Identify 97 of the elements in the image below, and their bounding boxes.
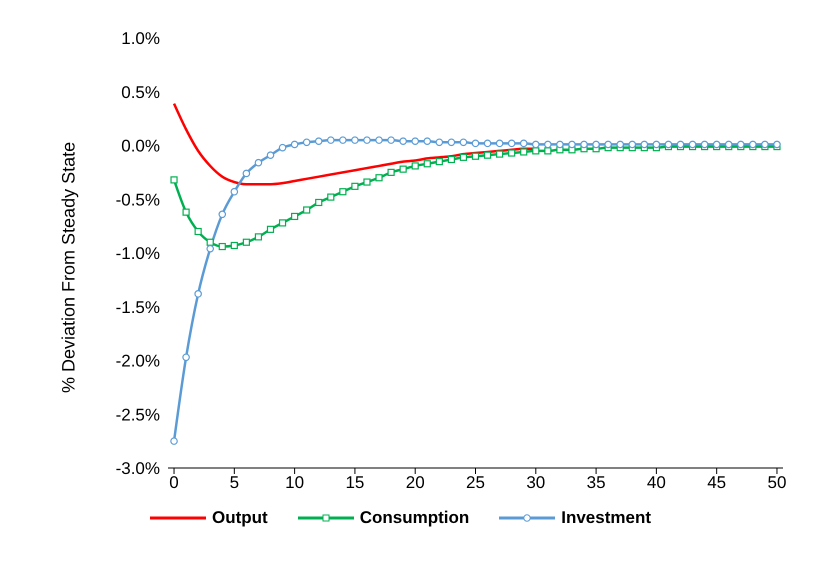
- y-tick-label: -2.0%: [116, 352, 160, 371]
- point: [206, 244, 214, 252]
- point: [411, 137, 420, 145]
- point: [448, 156, 455, 164]
- x-tick-label: 50: [768, 473, 786, 492]
- point: [314, 137, 323, 145]
- point: [339, 188, 346, 196]
- point: [302, 138, 310, 146]
- x-tick-label: 10: [285, 473, 304, 492]
- point: [592, 140, 600, 148]
- point: [436, 138, 444, 146]
- point: [363, 178, 371, 186]
- x-tick-label: 40: [646, 473, 666, 492]
- y-tick-label: -1.0%: [116, 244, 160, 264]
- point: [278, 219, 286, 226]
- point: [315, 198, 322, 206]
- point: [628, 140, 636, 148]
- point: [351, 136, 359, 144]
- x-tick-label: 5: [230, 473, 240, 492]
- point: [520, 140, 528, 148]
- point: [194, 228, 202, 236]
- point: [520, 148, 528, 156]
- point: [412, 162, 419, 170]
- point: [254, 158, 262, 166]
- point: [532, 147, 540, 154]
- y-tick-label: 0.5%: [121, 82, 160, 102]
- legend-label: Output: [212, 508, 268, 528]
- point: [194, 290, 202, 298]
- point: [218, 210, 226, 218]
- point: [604, 140, 612, 148]
- y-axis-title: % Deviation From Steady State: [58, 142, 78, 393]
- point: [544, 147, 552, 154]
- point: [375, 174, 383, 182]
- point: [326, 136, 335, 144]
- x-tick-label: 45: [707, 473, 726, 492]
- point: [640, 140, 648, 148]
- point: [290, 140, 298, 148]
- point: [230, 188, 238, 196]
- y-tick-label: -2.5%: [116, 405, 160, 424]
- point: [484, 140, 492, 148]
- y-tick-label: -3.0%: [116, 459, 160, 478]
- point: [363, 136, 371, 144]
- point: [266, 151, 274, 159]
- point: [303, 206, 310, 214]
- point: [616, 140, 624, 148]
- point: [652, 140, 660, 148]
- legend-label: Investment: [561, 508, 651, 528]
- point: [472, 140, 480, 148]
- point: [424, 160, 431, 168]
- point: [544, 140, 552, 148]
- point: [580, 140, 588, 148]
- y-tick-label: 0.0%: [121, 136, 160, 156]
- x-tick-label: 35: [586, 473, 606, 492]
- point: [568, 140, 576, 148]
- point: [351, 182, 359, 190]
- y-tick-label: 1.0%: [121, 29, 160, 48]
- point: [170, 437, 178, 445]
- point: [182, 353, 190, 362]
- point: [339, 136, 347, 144]
- point: [460, 154, 468, 161]
- point: [242, 170, 250, 178]
- point: [291, 212, 298, 220]
- point: [218, 242, 226, 250]
- point: [266, 226, 274, 233]
- point: [508, 140, 516, 148]
- x-tick-label: 25: [466, 473, 485, 492]
- point: [472, 152, 480, 160]
- point: [254, 233, 262, 240]
- x-tick-label: 0: [169, 473, 179, 492]
- x-tick-label: 20: [406, 473, 425, 492]
- point: [387, 136, 395, 144]
- point: [496, 140, 504, 148]
- point: [436, 158, 443, 166]
- point: [399, 137, 407, 145]
- x-tick-label: 15: [345, 473, 364, 492]
- point: [532, 140, 540, 148]
- y-tick-label: -0.5%: [116, 190, 160, 210]
- point: [182, 208, 190, 216]
- point: [484, 152, 492, 159]
- point: [556, 140, 564, 148]
- legend-label: Consumption: [360, 508, 470, 528]
- y-tick-label: -1.5%: [116, 298, 160, 317]
- point: [400, 166, 407, 173]
- x-tick-label: 30: [526, 473, 546, 492]
- point: [327, 194, 334, 201]
- point: [387, 168, 395, 176]
- point: [242, 238, 250, 246]
- point: [448, 138, 456, 146]
- point: [423, 137, 432, 145]
- point: [375, 136, 383, 144]
- point: [170, 176, 178, 184]
- point: [278, 144, 286, 152]
- point: [508, 149, 516, 157]
- point: [496, 150, 504, 158]
- point: [230, 242, 238, 250]
- point: [206, 238, 214, 246]
- point: [460, 138, 468, 146]
